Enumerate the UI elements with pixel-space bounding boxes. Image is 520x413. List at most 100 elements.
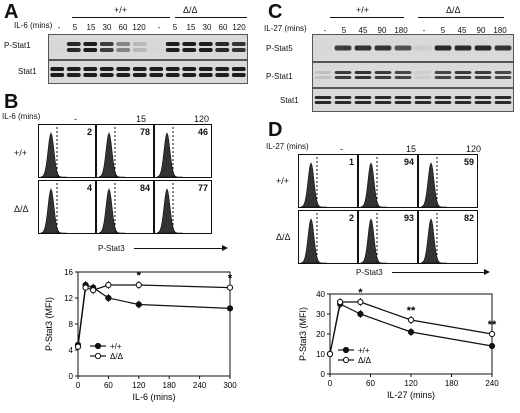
blot-band (66, 42, 81, 46)
significance-marker: ** (407, 305, 416, 317)
panel-b-col-120: 120 (194, 114, 210, 124)
facs-histogram: 1 (298, 154, 358, 208)
histogram-plot (360, 157, 388, 208)
blot-band (99, 73, 114, 77)
c-timepoint-label: - (422, 26, 426, 35)
panel-a-bands-pstat1 (50, 42, 246, 52)
blot-band (314, 76, 332, 79)
c-timepoint-label: 180 (394, 26, 408, 35)
data-point (135, 281, 142, 289)
blot-band (231, 67, 246, 71)
panel-c-group-ko: Δ/Δ (446, 5, 461, 15)
percent-positive: 94 (403, 157, 414, 167)
blot-band (494, 96, 512, 99)
y-axis-label: P-Stat3 (MFI) (298, 307, 308, 361)
data-point (135, 301, 142, 308)
blot-band (66, 67, 81, 71)
blot-band (454, 101, 472, 104)
significance-marker: * (137, 270, 142, 282)
data-point (488, 330, 496, 338)
panel-d-mfi-chart: 0 60 120 180 240 0 10 20 30 40 IL-27 (mins) P-Stat3… (298, 287, 499, 400)
a-timepoint-label: 5 (172, 23, 178, 32)
c-timepoint-label: 180 (493, 26, 507, 35)
panel-b-col-15: 15 (136, 114, 147, 124)
facs-histogram: 4 (38, 180, 96, 234)
histogram-plot (156, 127, 184, 178)
blot-band (215, 67, 230, 71)
blot-band (354, 45, 372, 51)
histogram-peak (300, 162, 328, 208)
panel-d-col-120: 120 (466, 144, 482, 154)
blot-band (474, 45, 492, 51)
histogram-peak (98, 132, 126, 178)
panel-b-col-untreated: - (74, 114, 77, 124)
data-point (105, 281, 112, 289)
y-tick-label: 12 (64, 294, 73, 303)
histogram-plot (40, 183, 68, 234)
blot-band (474, 96, 492, 99)
a-timepoint-label: - (57, 23, 61, 32)
blot-band (314, 71, 332, 74)
panel-c-group-wt: +/+ (356, 5, 370, 15)
blot-band (198, 73, 213, 77)
blot-band (215, 42, 230, 46)
legend-label: Δ/Δ (358, 356, 372, 365)
a-timepoint-label: - (157, 23, 161, 32)
panel-c-blot-stat1 (312, 88, 514, 112)
blot-band (374, 101, 392, 104)
panel-c-bands-pstat1 (314, 71, 512, 79)
y-tick-label: 8 (69, 320, 74, 329)
panel-c-blot-label-pstat5: P-Stat5 (266, 44, 293, 53)
x-tick-label: 120 (132, 381, 146, 390)
blot-band (334, 76, 352, 79)
x-tick-label: 180 (445, 379, 459, 388)
panel-d-xaxis-arrow (392, 272, 486, 273)
data-point (488, 342, 496, 350)
facs-histogram: 2 (38, 124, 96, 178)
blot-band (149, 48, 164, 52)
data-point (407, 328, 415, 336)
panel-b-xaxis-arrowhead (222, 245, 228, 251)
blot-band (182, 73, 197, 77)
blot-band (334, 71, 352, 74)
blot-band (414, 96, 432, 99)
blot-band (454, 76, 472, 79)
data-point (357, 298, 364, 306)
data-point (105, 294, 112, 302)
panel-d-xaxis-label: P-Stat3 (356, 268, 383, 277)
y-tick-label: 16 (64, 268, 73, 277)
histogram-peak (98, 188, 126, 234)
histogram-peak (40, 132, 68, 178)
blot-band (494, 45, 512, 51)
percent-positive: 93 (403, 213, 414, 223)
blot-band (314, 45, 332, 51)
a-timepoint-label: 30 (102, 23, 112, 32)
panel-c-bands-stat1 (314, 96, 512, 104)
data-point (357, 310, 364, 318)
blot-band (374, 96, 392, 99)
histogram-peak (360, 162, 388, 208)
c-timepoint-label: 5 (341, 26, 347, 35)
facs-histogram: 59 (418, 154, 478, 208)
histogram-plot (420, 157, 448, 208)
panel-b-mfi-chart: 0 60 120 180 240 300 0 4 8 12 16 IL-6 (mins) P-Stat3… (44, 268, 237, 402)
blot-band (99, 67, 114, 71)
panel-b-row-wt: +/+ (14, 148, 28, 158)
histogram-plot (300, 157, 328, 208)
histogram-plot (98, 127, 126, 178)
percent-positive: 2 (348, 213, 354, 223)
blot-band (354, 96, 372, 99)
blot-band (414, 71, 432, 74)
panel-c-blot-pstat5 (312, 34, 514, 62)
c-timepoint-label: - (323, 26, 327, 35)
panel-a-group-ko: Δ/Δ (183, 5, 198, 15)
panel-c-treatment-label: IL-27 (mins) (264, 24, 307, 33)
blot-band (165, 67, 180, 71)
blot-band (354, 71, 372, 74)
significance-marker: * (228, 273, 233, 285)
significance-marker: ** (488, 319, 497, 331)
c-timepoint-label: 45 (358, 26, 368, 35)
blot-band (165, 73, 180, 77)
panel-d-col-15: 15 (406, 144, 417, 154)
percent-positive: 82 (463, 213, 474, 223)
